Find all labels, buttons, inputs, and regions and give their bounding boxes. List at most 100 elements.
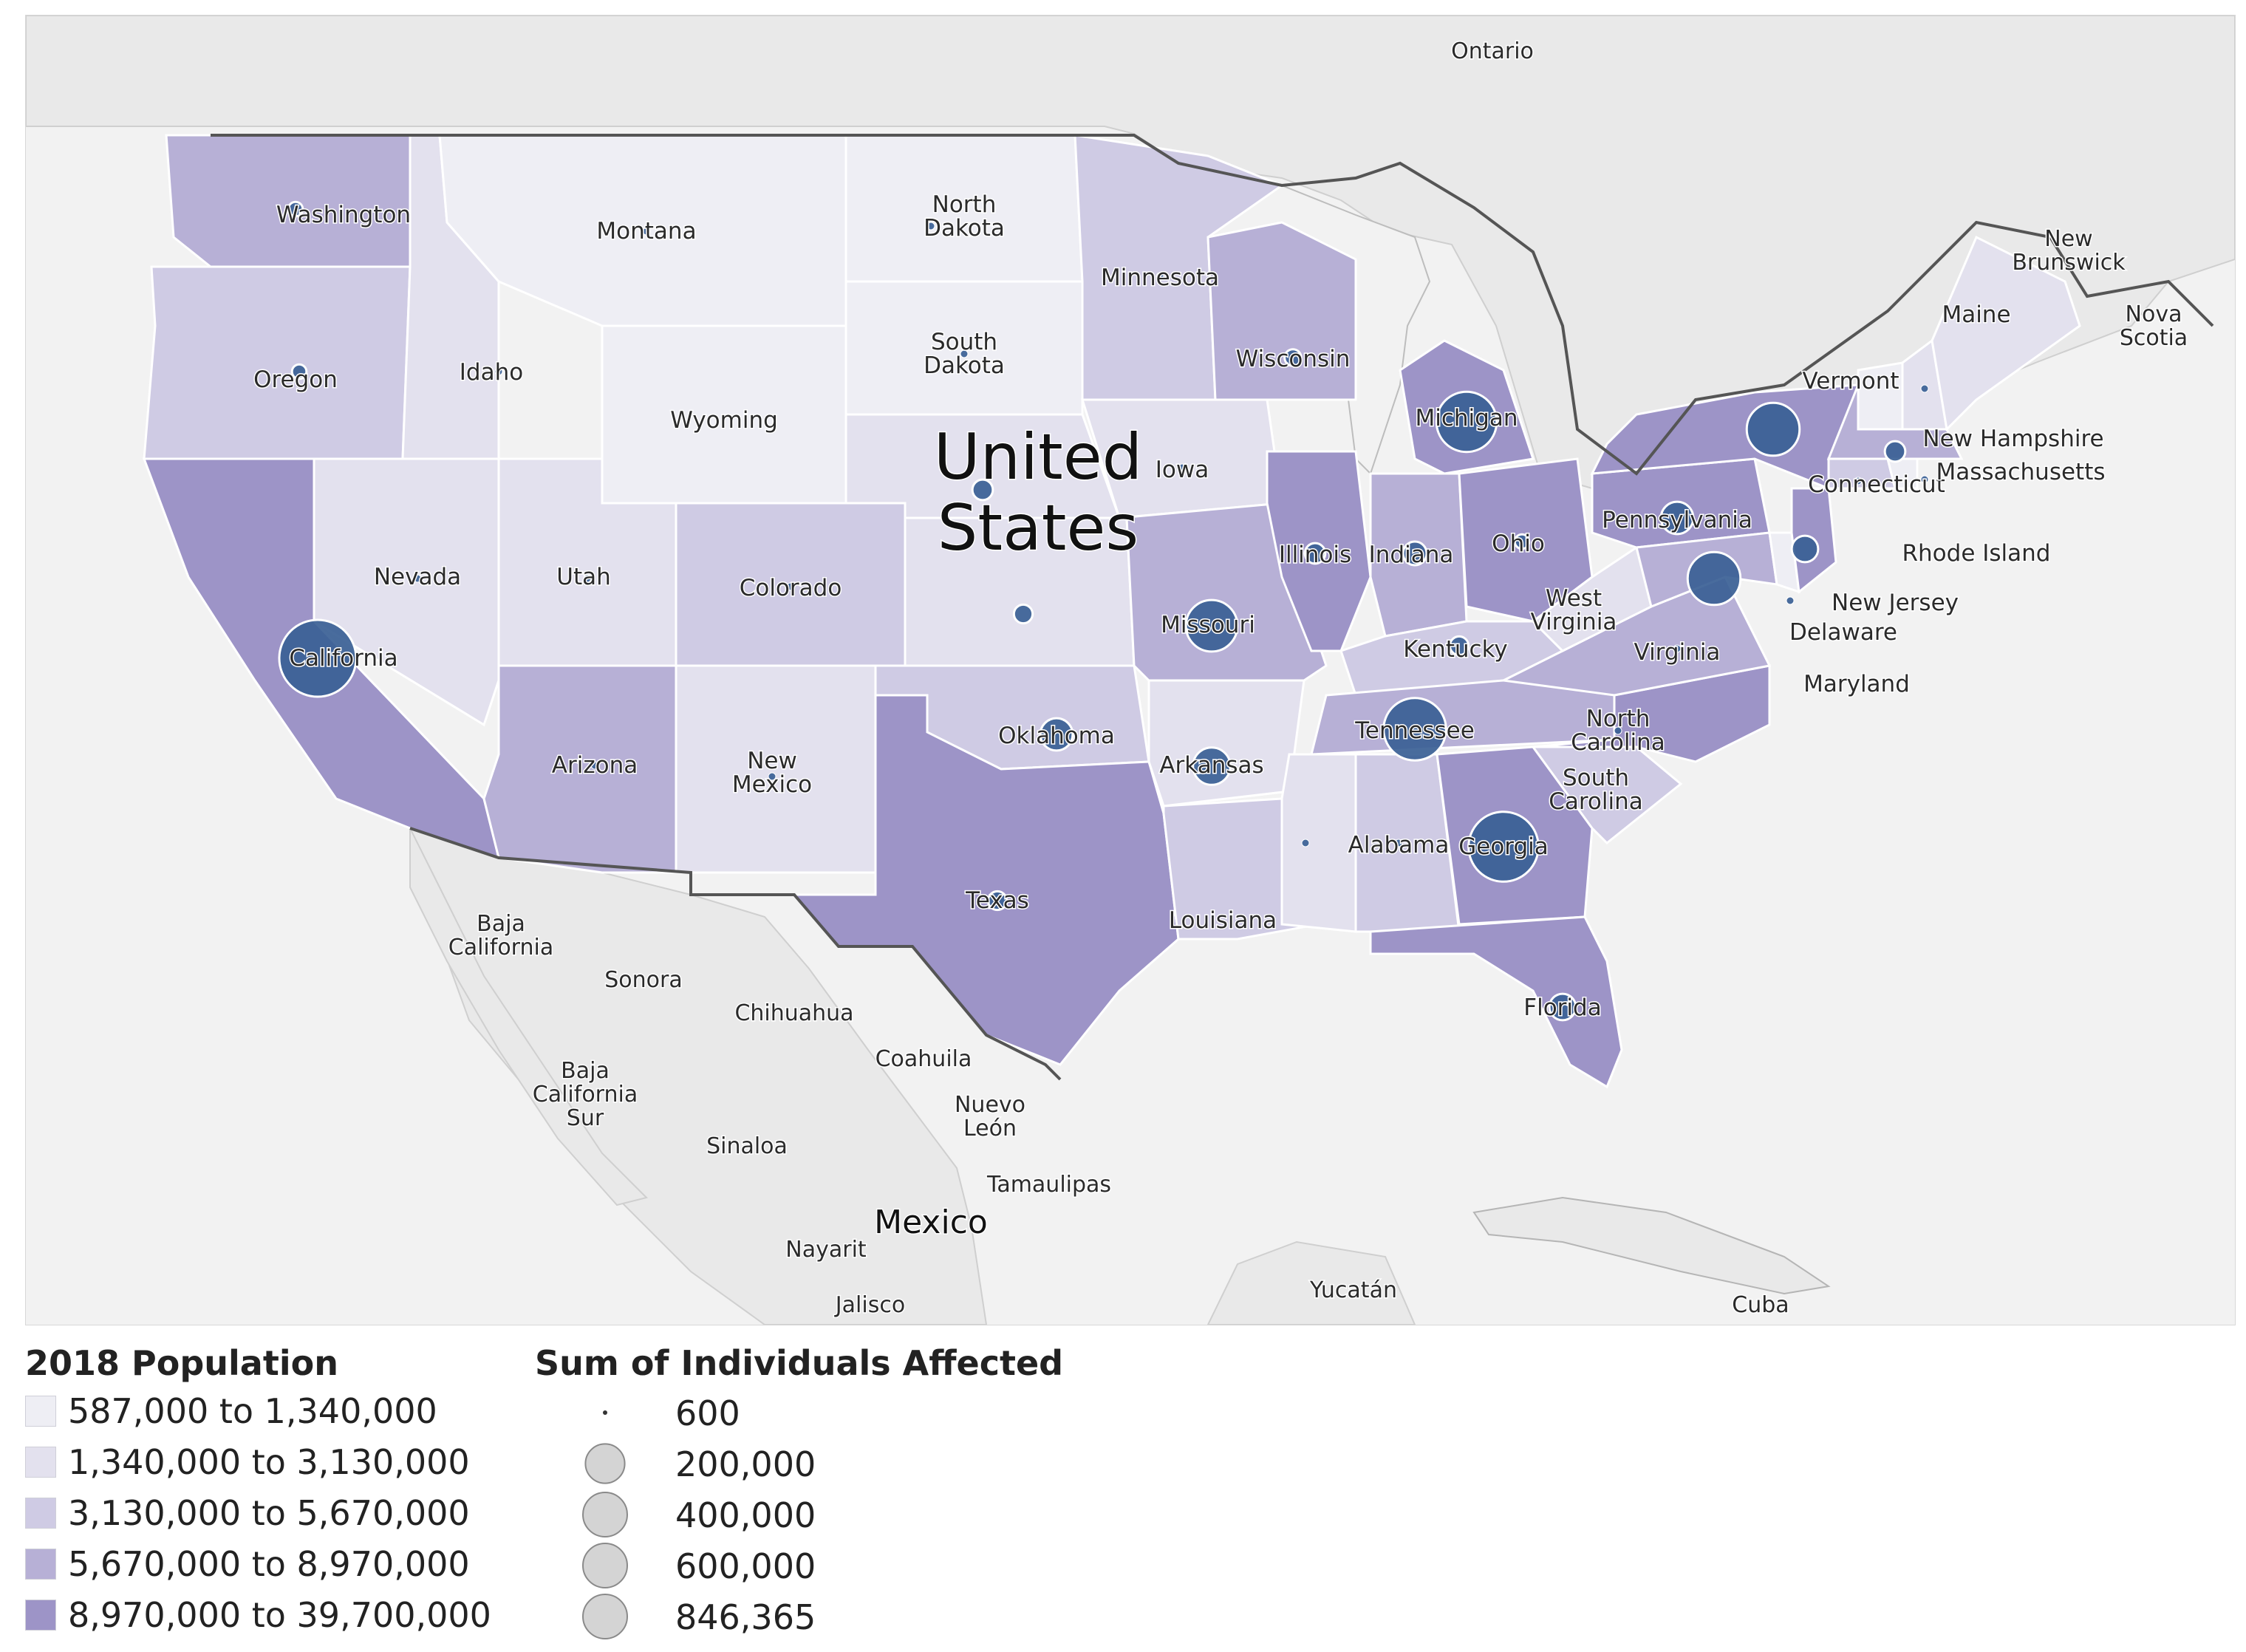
state-mississippi[interactable] — [1280, 753, 1357, 933]
region-label-jalisco: Jalisco — [834, 1292, 905, 1318]
bubble-florida[interactable] — [1548, 992, 1577, 1022]
bubble-iowa[interactable] — [1178, 463, 1187, 472]
bubble-indiana[interactable] — [1402, 540, 1428, 567]
bubble-ohio[interactable] — [1513, 533, 1531, 550]
size-legend-item[interactable]: 400,000 — [535, 1491, 1052, 1538]
state-label-minnesota: Minnesota — [1101, 264, 1219, 291]
labels-layer: Washington Oregon California Idaho Nevada Mon… — [253, 38, 2189, 1320]
bubble-illinois[interactable] — [1303, 542, 1327, 565]
population-legend-label: 1,340,000 to 3,130,000 — [68, 1442, 470, 1482]
bubble-utah[interactable] — [583, 574, 592, 583]
state-label-ohio: Ohio — [1492, 530, 1545, 557]
bubble-arkansas[interactable] — [1192, 746, 1232, 786]
bubble-kansas[interactable] — [1012, 603, 1034, 625]
state-label-louisiana: Louisiana — [1169, 907, 1277, 934]
population-legend-title: 2018 Population — [25, 1343, 338, 1383]
state-north-carolina[interactable] — [1532, 664, 1771, 763]
state-label-new-mexico: New Mexico — [732, 748, 812, 798]
bubble-kentucky[interactable] — [1448, 635, 1470, 657]
state-oregon[interactable] — [143, 265, 412, 460]
bubble-tennessee[interactable] — [1382, 697, 1447, 762]
bubble-oklahoma[interactable] — [1039, 717, 1074, 752]
state-label-virginia: Virginia — [1634, 639, 1721, 666]
bubble-maryland[interactable] — [1686, 550, 1742, 607]
cuba-land — [1472, 1196, 1831, 1295]
bubble-new-jersey[interactable] — [1790, 534, 1820, 564]
state-label-maryland: Maryland — [1803, 671, 1910, 697]
state-label-maine: Maine — [1942, 301, 2010, 328]
state-maine[interactable] — [1931, 235, 2081, 432]
baja-peninsula — [409, 827, 648, 1206]
state-label-missouri: Missouri — [1161, 612, 1255, 638]
size-legend-item[interactable]: 200,000 — [535, 1440, 1052, 1487]
bubble-california[interactable] — [278, 618, 358, 698]
population-legend-item[interactable]: 1,340,000 to 3,130,000 — [25, 1440, 470, 1484]
size-legend-item[interactable]: 846,365 — [535, 1593, 1052, 1640]
state-label-indiana: Indiana — [1369, 542, 1454, 568]
state-florida[interactable] — [1369, 915, 1623, 1089]
size-legend-circle — [582, 1543, 628, 1588]
state-wisconsin[interactable] — [1206, 221, 1357, 401]
bubble-delaware[interactable] — [1786, 596, 1795, 605]
bubble-north-carolina[interactable] — [1614, 726, 1622, 735]
state-arkansas[interactable] — [1147, 679, 1305, 808]
us-mexico-border — [409, 827, 1062, 1081]
states-layer — [142, 134, 2081, 1089]
bubble-nebraska[interactable] — [971, 478, 994, 502]
size-legend-label: 600 — [675, 1393, 740, 1433]
size-legend-item[interactable]: 600 — [535, 1389, 1052, 1436]
state-label-oregon: Oregon — [253, 366, 338, 393]
bubble-oregon[interactable] — [290, 363, 308, 380]
bubble-idaho[interactable] — [494, 367, 503, 376]
population-swatch — [25, 1498, 56, 1529]
state-label-florida: Florida — [1523, 994, 1601, 1021]
bubble-nevada[interactable] — [413, 574, 422, 583]
bubble-connecticut[interactable] — [1854, 477, 1863, 485]
bubble-south-dakota[interactable] — [960, 349, 969, 358]
bubble-wisconsin[interactable] — [1283, 348, 1303, 367]
bubble-new-york[interactable] — [1745, 401, 1801, 457]
size-legend-item[interactable]: 600,000 — [535, 1542, 1052, 1589]
bubble-texas[interactable] — [986, 890, 1008, 912]
bubble-georgia[interactable] — [1467, 810, 1540, 883]
bubble-colorado[interactable] — [786, 582, 795, 591]
region-label-baja-california: Baja California — [448, 911, 553, 960]
size-legend-circle — [582, 1492, 628, 1537]
bubble-arizona[interactable] — [590, 761, 599, 770]
bubble-new-mexico[interactable] — [768, 772, 776, 781]
population-legend-item[interactable]: 587,000 to 1,340,000 — [25, 1389, 437, 1433]
population-legend-item[interactable]: 3,130,000 to 5,670,000 — [25, 1491, 470, 1535]
bubble-missouri[interactable] — [1184, 598, 1239, 653]
map-frame[interactable]: Washington Oregon California Idaho Nevada Mon… — [25, 15, 2236, 1325]
size-legend-label: 400,000 — [675, 1495, 816, 1535]
state-label-tennessee: Tennessee — [1354, 717, 1475, 744]
state-label-texas: Texas — [965, 887, 1029, 914]
bubbles-layer — [278, 200, 1929, 1022]
bubble-montana[interactable] — [642, 227, 651, 236]
bubble-washington[interactable] — [287, 200, 304, 218]
state-washington[interactable] — [165, 134, 412, 268]
bubble-mississippi[interactable] — [1301, 839, 1310, 847]
state-label-california: California — [289, 645, 397, 672]
bubble-north-dakota[interactable] — [926, 222, 935, 231]
bubble-alabama[interactable] — [1394, 839, 1403, 847]
us-map[interactable]: Washington Oregon California Idaho Nevada Mon… — [26, 16, 2235, 1325]
state-label-new-jersey: New Jersey — [1832, 590, 1959, 616]
population-legend-item[interactable]: 5,670,000 to 8,970,000 — [25, 1542, 470, 1586]
state-label-delaware: Delaware — [1789, 619, 1897, 646]
state-nevada[interactable] — [313, 457, 500, 727]
bubble-vermont[interactable] — [1920, 384, 1929, 393]
state-new-mexico[interactable] — [675, 664, 877, 874]
bubble-pennsylvania[interactable] — [1659, 500, 1695, 536]
state-label-colorado: Colorado — [740, 575, 842, 601]
bubble-michigan[interactable] — [1435, 390, 1498, 454]
population-legend-item[interactable]: 8,970,000 to 39,700,000 — [25, 1593, 491, 1637]
bubble-virginia[interactable] — [1673, 644, 1682, 653]
population-legend-label: 3,130,000 to 5,670,000 — [68, 1493, 470, 1533]
bubble-massachusetts[interactable] — [1883, 440, 1907, 463]
state-label-north-dakota: North Dakota — [924, 191, 1005, 242]
region-label-coahuila: Coahuila — [875, 1046, 972, 1072]
bubble-minnesota[interactable] — [1156, 272, 1164, 281]
size-legend-circle — [584, 1443, 626, 1484]
bubble-new-hampshire[interactable] — [1920, 475, 1929, 484]
